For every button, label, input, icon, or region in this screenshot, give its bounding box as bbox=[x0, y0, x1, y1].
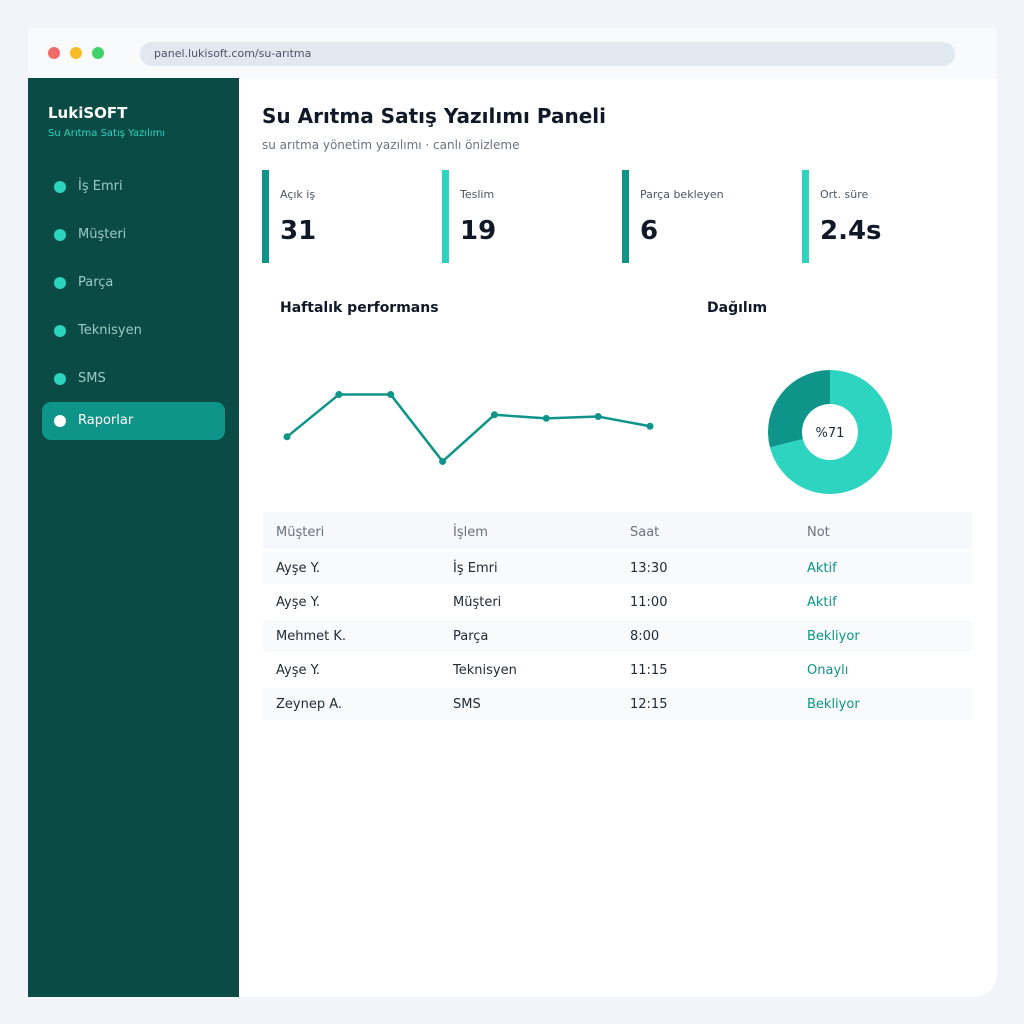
cell-saat: 8:00 bbox=[630, 629, 660, 644]
brand-name: LukiSOFT bbox=[48, 104, 128, 122]
pie-chart-title: Dağılım bbox=[707, 300, 768, 316]
line-chart-title: Haftalık performans bbox=[280, 300, 439, 316]
nav-dot-icon bbox=[54, 277, 66, 289]
nav-dot-icon bbox=[54, 415, 66, 427]
cell-saat: 11:15 bbox=[630, 663, 668, 678]
brand-subtitle: Su Arıtma Satış Yazılımı bbox=[48, 128, 166, 139]
address-bar[interactable]: panel.lukisoft.com/su-arıtma bbox=[140, 42, 955, 66]
donut-slice bbox=[769, 370, 892, 494]
cell-musteri: Mehmet K. bbox=[276, 629, 347, 644]
cell-islem: İş Emri bbox=[453, 561, 498, 576]
line-point bbox=[542, 414, 550, 422]
table-row[interactable]: Zeynep A. SMS 12:15 Bekliyor bbox=[263, 688, 972, 720]
kpi-label: Açık iş bbox=[280, 188, 316, 201]
sidebar-item-parca[interactable]: Parça bbox=[42, 264, 225, 302]
table-header-row: Müşteri İşlem Saat Not bbox=[263, 512, 972, 549]
nav-dot-icon bbox=[54, 373, 66, 385]
line-chart bbox=[283, 391, 654, 465]
kpi-label: Parça bekleyen bbox=[640, 188, 724, 201]
browser-titlebar: panel.lukisoft.com/su-arıtma bbox=[28, 28, 997, 78]
minimize-window-button[interactable] bbox=[70, 47, 82, 59]
cell-islem: Teknisyen bbox=[453, 663, 517, 678]
line-point bbox=[387, 391, 395, 399]
kpi-label: Teslim bbox=[460, 188, 495, 201]
cell-islem: Müşteri bbox=[453, 595, 502, 610]
charts-svg: %71 bbox=[283, 370, 892, 494]
sidebar-item-label: İş Emri bbox=[78, 179, 123, 194]
kpi-value: 6 bbox=[640, 216, 659, 246]
kpi-accent-bar bbox=[442, 170, 449, 263]
main-content: Su Arıtma Satış Yazılımı Paneli su arıtm… bbox=[239, 78, 997, 997]
table-row[interactable]: Ayşe Y. Teknisyen 11:15 Onaylı bbox=[263, 654, 972, 686]
maximize-window-button[interactable] bbox=[92, 47, 104, 59]
sidebar-item-is-emri[interactable]: İş Emri bbox=[42, 168, 225, 206]
nav-dot-icon bbox=[54, 229, 66, 241]
donut-slice bbox=[767, 370, 830, 448]
cell-not: Bekliyor bbox=[807, 697, 860, 712]
table-row[interactable]: Ayşe Y. İş Emri 13:30 Aktif bbox=[263, 552, 972, 584]
sidebar-item-musteri[interactable]: Müşteri bbox=[42, 216, 225, 254]
kpi-value: 2.4s bbox=[820, 216, 882, 246]
sidebar-item-raporlar[interactable]: Raporlar bbox=[42, 402, 225, 440]
kpi-card-acik-is: Açık iş 31 bbox=[262, 170, 432, 263]
sidebar-item-sms[interactable]: SMS bbox=[42, 360, 225, 398]
sidebar-item-label: Teknisyen bbox=[78, 323, 142, 338]
column-header[interactable]: Not bbox=[807, 525, 830, 540]
line-point bbox=[335, 391, 343, 399]
sidebar-item-label: Müşteri bbox=[78, 227, 127, 242]
line-point bbox=[490, 411, 498, 419]
column-header[interactable]: Müşteri bbox=[276, 525, 325, 540]
cell-not: Bekliyor bbox=[807, 629, 860, 644]
table-row[interactable]: Ayşe Y. Müşteri 11:00 Aktif bbox=[263, 586, 972, 618]
close-window-button[interactable] bbox=[48, 47, 60, 59]
line-point bbox=[646, 422, 654, 430]
kpi-accent-bar bbox=[262, 170, 269, 263]
cell-musteri: Ayşe Y. bbox=[276, 663, 321, 678]
sidebar-item-label: SMS bbox=[78, 371, 106, 386]
nav-dot-icon bbox=[54, 181, 66, 193]
cell-islem: Parça bbox=[453, 629, 489, 644]
kpi-label: Ort. süre bbox=[820, 188, 869, 201]
kpi-value: 31 bbox=[280, 216, 317, 246]
address-text: panel.lukisoft.com/su-arıtma bbox=[154, 47, 312, 60]
cell-saat: 12:15 bbox=[630, 697, 668, 712]
line-point bbox=[594, 413, 602, 421]
cell-saat: 13:30 bbox=[630, 561, 668, 576]
cell-not: Aktif bbox=[807, 595, 837, 610]
cell-musteri: Ayşe Y. bbox=[276, 561, 321, 576]
sidebar: LukiSOFT Su Arıtma Satış Yazılımı İş Emr… bbox=[28, 78, 239, 997]
kpi-card-teslim: Teslim 19 bbox=[442, 170, 612, 263]
kpi-accent-bar bbox=[622, 170, 629, 263]
cell-islem: SMS bbox=[453, 697, 481, 712]
page-subtitle: su arıtma yönetim yazılımı · canlı önizl… bbox=[262, 138, 520, 152]
column-header[interactable]: Saat bbox=[630, 525, 660, 540]
kpi-card-parca-bekleyen: Parça bekleyen 6 bbox=[622, 170, 792, 263]
line-series bbox=[285, 393, 652, 463]
sidebar-item-teknisyen[interactable]: Teknisyen bbox=[42, 312, 225, 350]
donut-center-label: %71 bbox=[816, 426, 845, 441]
nav-dot-icon bbox=[54, 325, 66, 337]
browser-window: panel.lukisoft.com/su-arıtma LukiSOFT Su… bbox=[28, 28, 997, 997]
kpi-card-ort-sure: Ort. süre 2.4s bbox=[802, 170, 972, 263]
line-point bbox=[283, 433, 291, 441]
cell-musteri: Zeynep A. bbox=[276, 697, 343, 712]
sidebar-item-label: Parça bbox=[78, 275, 114, 290]
donut-chart: %71 bbox=[767, 370, 892, 494]
table-row[interactable]: Mehmet K. Parça 8:00 Bekliyor bbox=[263, 620, 972, 652]
cell-not: Aktif bbox=[807, 561, 837, 576]
cell-musteri: Ayşe Y. bbox=[276, 595, 321, 610]
cell-saat: 11:00 bbox=[630, 595, 668, 610]
column-header[interactable]: İşlem bbox=[453, 525, 488, 540]
sidebar-item-label: Raporlar bbox=[78, 413, 134, 428]
kpi-value: 19 bbox=[460, 216, 497, 246]
page-title: Su Arıtma Satış Yazılımı Paneli bbox=[262, 104, 606, 128]
cell-not: Onaylı bbox=[807, 663, 849, 678]
kpi-accent-bar bbox=[802, 170, 809, 263]
line-point bbox=[439, 457, 447, 465]
